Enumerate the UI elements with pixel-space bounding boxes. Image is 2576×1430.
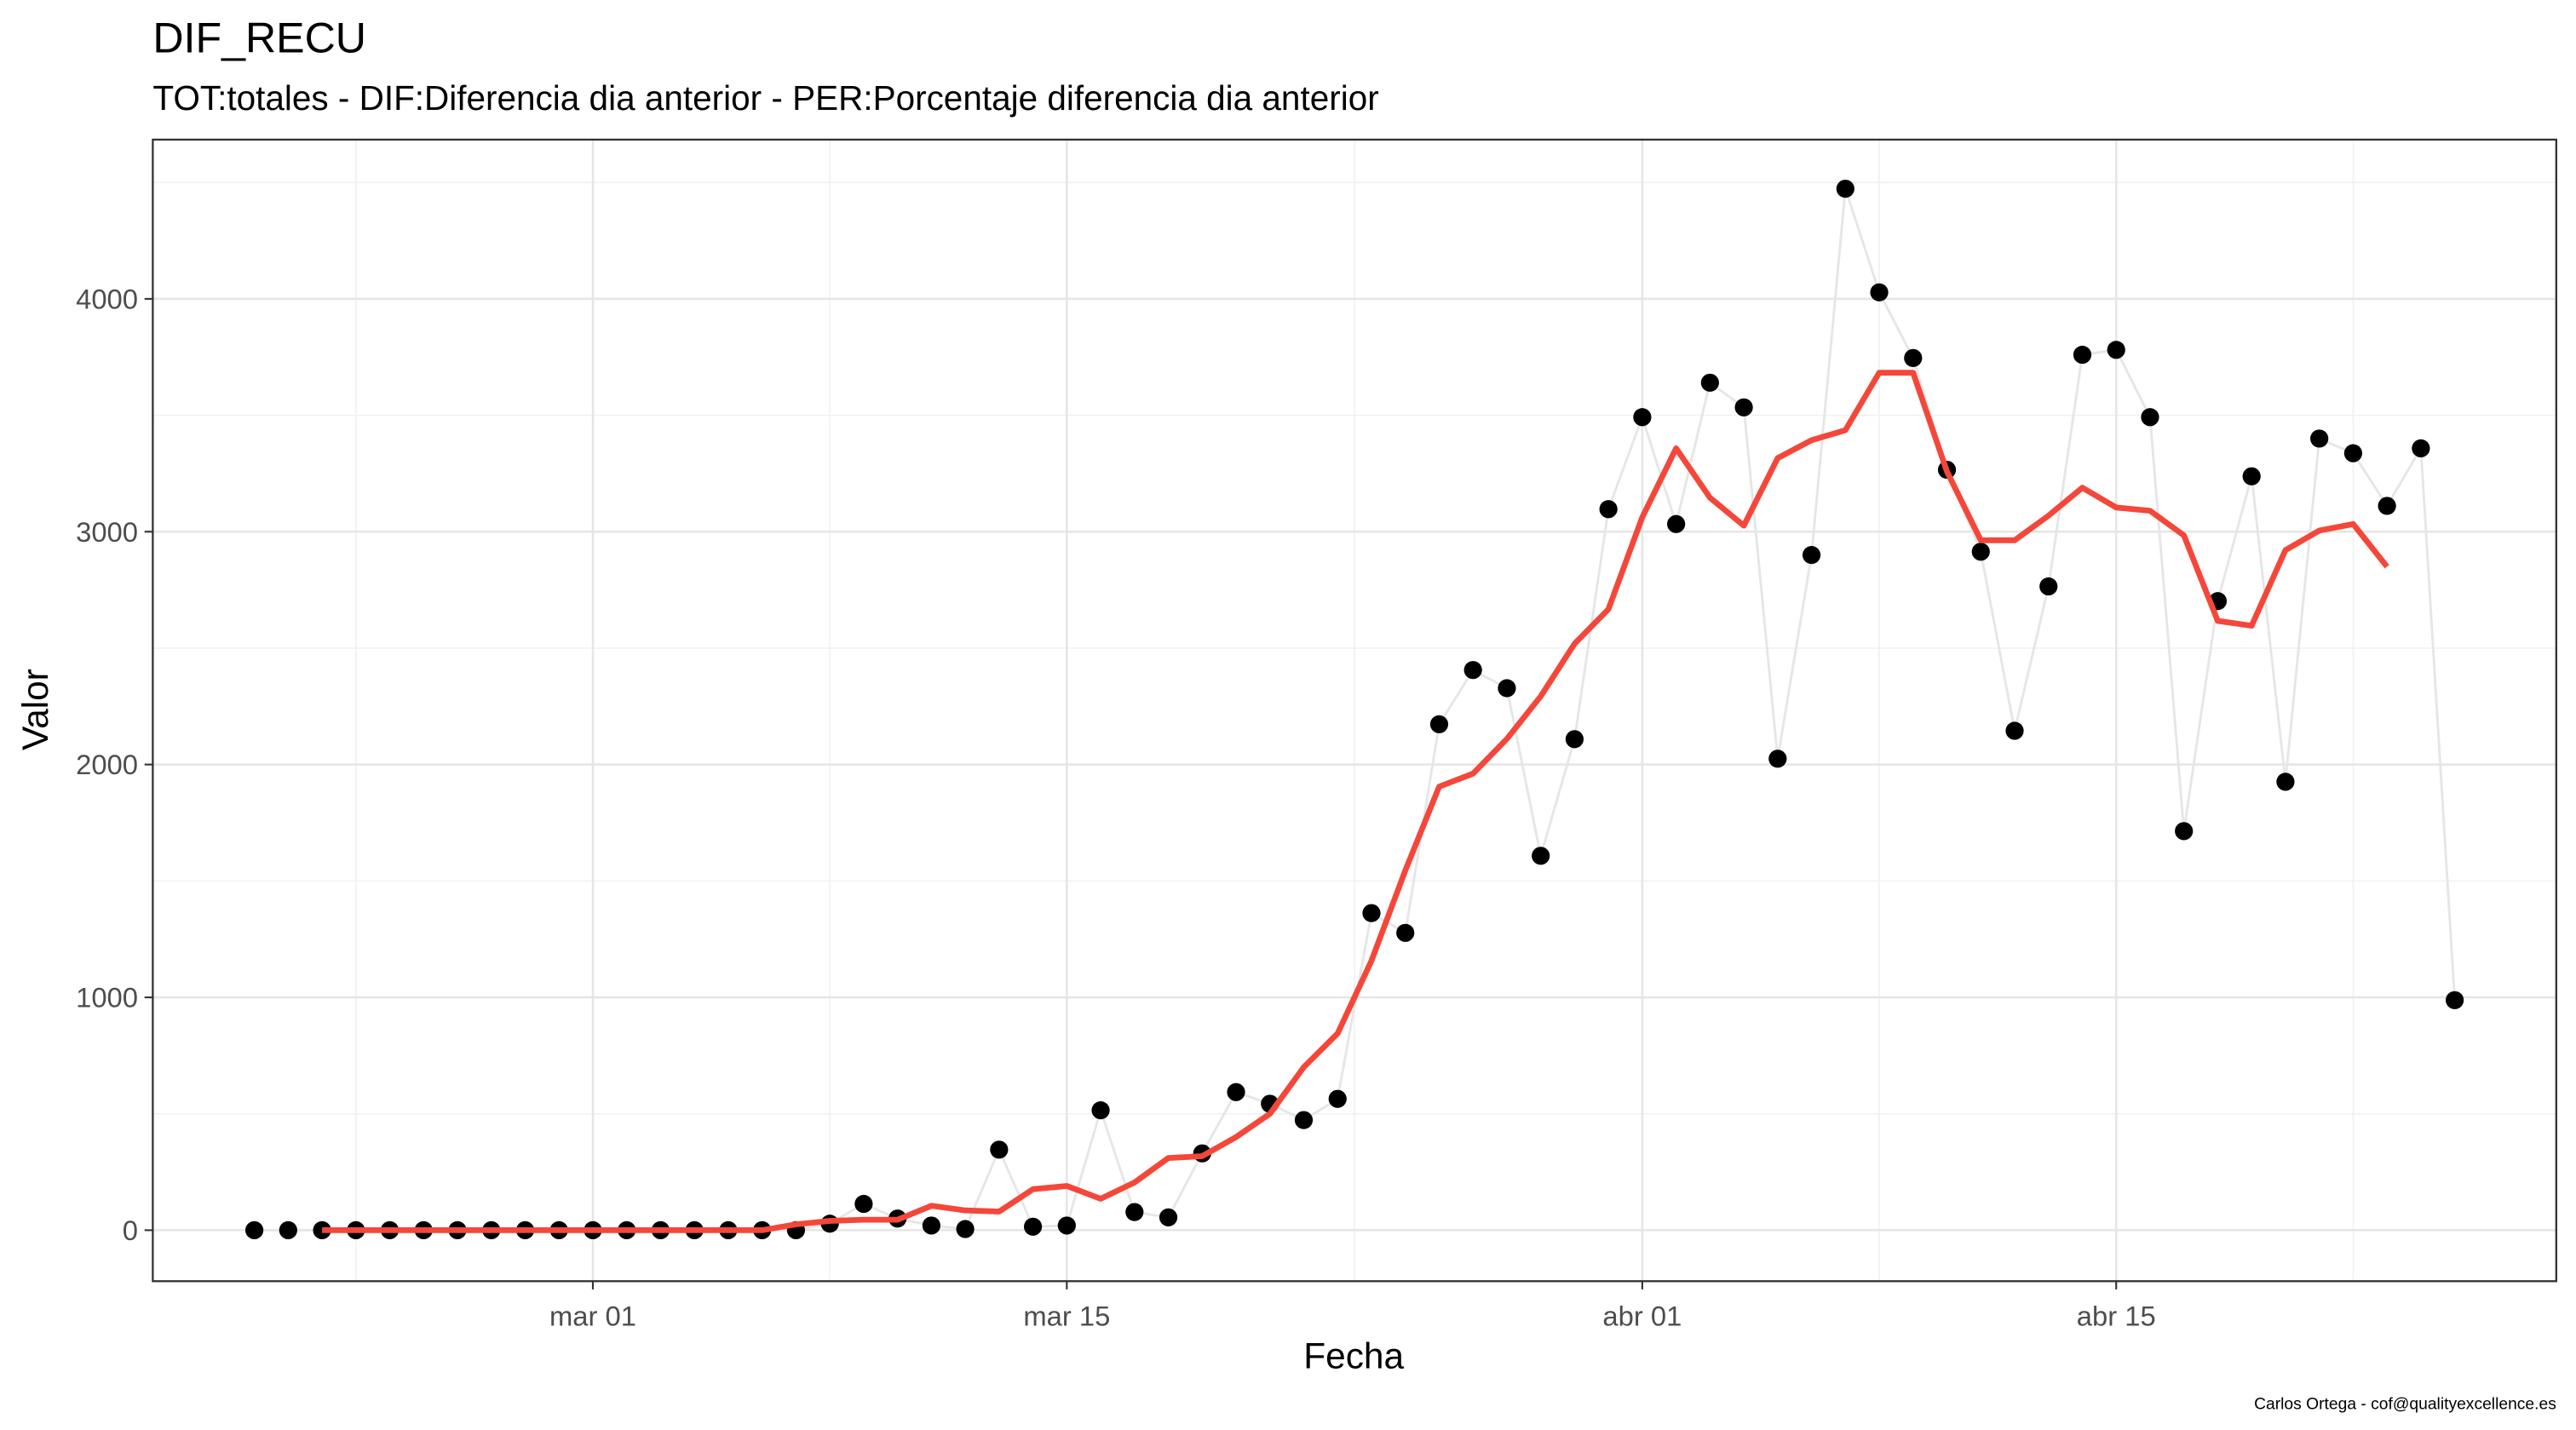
point [313, 1220, 331, 1240]
point [2175, 822, 2194, 841]
point [1700, 373, 1719, 392]
point [1227, 1083, 1245, 1101]
point [1599, 500, 1618, 519]
point [1971, 543, 1990, 561]
point [1768, 749, 1787, 768]
point [279, 1220, 297, 1240]
plot-border [152, 138, 2558, 1283]
x-axis-label: Fecha [1303, 1335, 1404, 1375]
point [2446, 991, 2464, 1009]
point [2107, 341, 2125, 359]
point [2073, 345, 2092, 365]
chart-title: DIF_RECU [152, 14, 366, 62]
point [922, 1216, 940, 1235]
point [1362, 904, 1381, 922]
point [1870, 283, 1889, 302]
point [2343, 444, 2363, 462]
point [2141, 408, 2159, 427]
point [1463, 661, 1482, 680]
point [1091, 1101, 1110, 1120]
y-tick-label: 4000 [76, 283, 138, 314]
point [1565, 730, 1584, 749]
point [1667, 514, 1686, 533]
y-tick-label: 0 [123, 1215, 138, 1246]
point [2412, 439, 2430, 458]
trend-line [322, 370, 2389, 1233]
x-tick-label: mar 15 [1023, 1300, 1110, 1331]
point [1802, 546, 1821, 565]
caption: Carlos Ortega - cof@qualityexcellence.es [2254, 1396, 2556, 1414]
point [1057, 1216, 1076, 1235]
x-tick-label: mar 01 [549, 1300, 636, 1331]
point [1328, 1089, 1347, 1108]
point [1836, 180, 1854, 198]
y-axis-label: Valor [15, 669, 55, 750]
point [990, 1140, 1009, 1159]
y-tick-label: 3000 [76, 516, 138, 548]
point [2005, 721, 2024, 740]
x-tick-label: abr 15 [2077, 1300, 2156, 1331]
x-tick-label: abr 01 [1602, 1300, 1682, 1331]
point [1429, 715, 1449, 733]
point [244, 1220, 264, 1240]
point [2378, 497, 2396, 515]
chart-subtitle: TOT:totales - DIF:Diferencia dia anterio… [152, 78, 1378, 118]
point [1532, 847, 1550, 865]
point [1904, 348, 1923, 367]
point [2276, 772, 2295, 791]
point [956, 1220, 975, 1238]
point [1498, 679, 1516, 698]
point [1396, 923, 1415, 942]
point [1294, 1111, 1314, 1129]
point [2310, 429, 2329, 448]
point [1633, 408, 1652, 427]
point [1159, 1208, 1178, 1226]
point [1125, 1203, 1144, 1221]
point [1734, 398, 1753, 416]
y-tick-label: 2000 [76, 749, 138, 780]
point [2242, 467, 2261, 485]
point [854, 1194, 873, 1214]
point [2039, 577, 2058, 596]
y-tick-label: 1000 [76, 982, 138, 1014]
point [1023, 1217, 1043, 1236]
